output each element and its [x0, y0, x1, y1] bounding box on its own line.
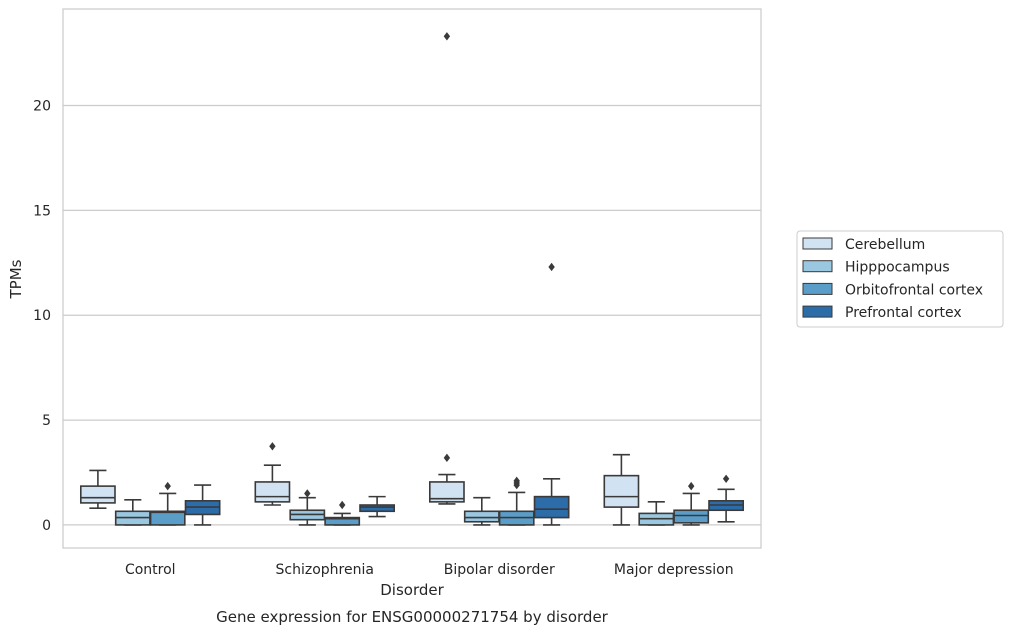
chart-caption: Gene expression for ENSG00000271754 by d… — [216, 608, 609, 626]
box-0-3 — [184, 484, 221, 526]
box-body — [428, 481, 465, 503]
box-3-0 — [603, 453, 640, 526]
box-3-2 — [673, 481, 710, 526]
legend-swatch — [802, 282, 833, 295]
box-1-1 — [289, 489, 326, 526]
flier-point — [548, 262, 555, 272]
box-0-0 — [79, 469, 116, 509]
box-3-3 — [708, 474, 745, 523]
box-body — [533, 495, 570, 519]
x-tick-labels: Control Schizophrenia Bipolar disorder Majo… — [125, 562, 734, 578]
y-tick-label: 20 — [33, 98, 51, 114]
y-tick-labels: 0 5 10 15 20 — [33, 98, 51, 533]
legend-swatch — [802, 237, 833, 250]
legend-item: Orbitofrontal cortex — [802, 282, 983, 298]
box-body — [149, 510, 186, 526]
x-tick-label: Schizophrenia — [276, 562, 374, 578]
legend: Cerebellum Hipppocampus Orbitofrontal cort… — [796, 230, 1004, 328]
box-1-3 — [359, 495, 396, 518]
y-tick-label: 15 — [33, 203, 51, 219]
legend-frame — [796, 230, 1004, 328]
legend-swatch — [802, 260, 833, 273]
y-axis-label: TPMs — [7, 259, 25, 299]
box-body — [673, 509, 710, 524]
plot-frame — [62, 8, 762, 549]
y-tick-label: 5 — [42, 413, 51, 429]
legend-item: Cerebellum — [802, 237, 925, 253]
box-2-0 — [428, 32, 465, 505]
flier-point — [339, 500, 346, 510]
legend-label: Cerebellum — [845, 237, 925, 253]
legend-item: Hipppocampus — [802, 260, 950, 276]
box-body — [79, 485, 116, 504]
x-tick-label: Bipolar disorder — [444, 562, 555, 578]
box-0-2 — [149, 481, 186, 526]
legend-label: Prefrontal cortex — [845, 305, 962, 321]
box-1-2 — [324, 500, 361, 526]
box-body — [254, 481, 291, 503]
flier-point — [443, 453, 451, 463]
box-body — [359, 504, 396, 513]
x-tick-label: Control — [125, 562, 176, 578]
box-body — [463, 510, 500, 523]
legend-swatch — [802, 305, 833, 318]
box-body — [603, 474, 640, 508]
box-2-2 — [498, 476, 535, 526]
flier-point — [722, 474, 730, 483]
box-3-1 — [638, 501, 675, 526]
legend-item: Prefrontal cortex — [802, 305, 962, 321]
flier-point — [513, 476, 520, 486]
box-1-0 — [254, 442, 291, 506]
legend-label: Hipppocampus — [845, 260, 950, 276]
box-0-1 — [114, 498, 151, 526]
flier-point — [269, 442, 276, 451]
flier-point — [443, 32, 451, 41]
y-tick-label: 0 — [42, 518, 51, 534]
legend-label: Orbitofrontal cortex — [845, 282, 983, 298]
y-tick-label: 10 — [33, 308, 51, 324]
x-axis-label: Disorder — [380, 581, 444, 599]
flier-point — [304, 489, 311, 498]
box-2-3 — [533, 262, 570, 526]
box-2-1 — [463, 496, 500, 526]
boxes — [79, 32, 745, 526]
flier-point — [164, 481, 171, 491]
flier-point — [688, 481, 695, 491]
x-tick-label: Major depression — [614, 562, 734, 578]
box-body — [324, 516, 361, 526]
grid-lines — [63, 104, 761, 526]
